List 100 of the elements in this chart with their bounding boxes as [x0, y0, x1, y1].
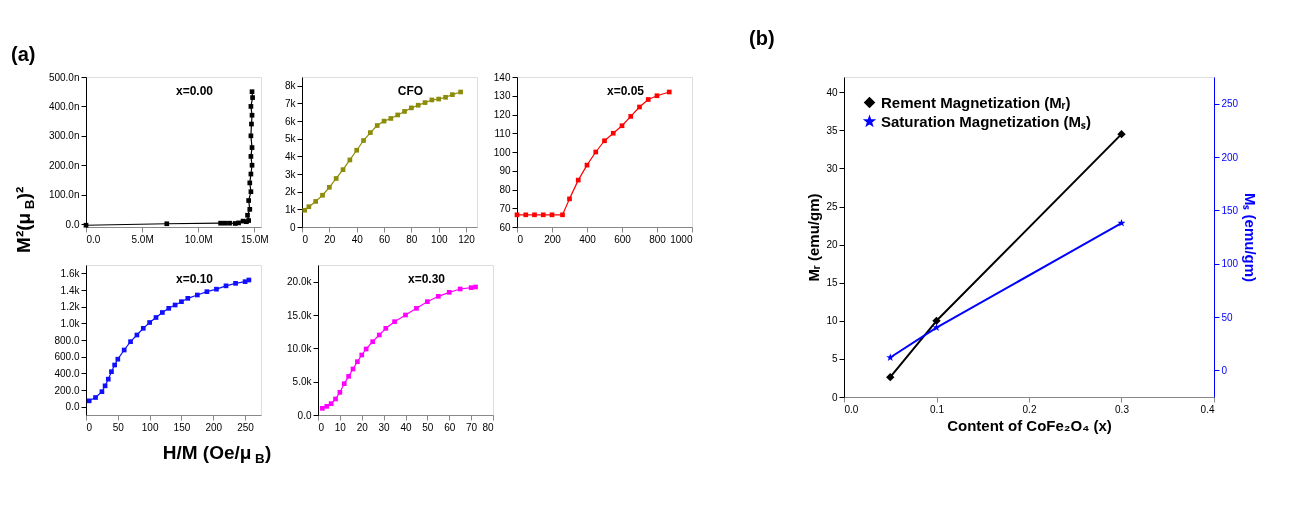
y2-axis-title: Mₛ (emu/gm)	[1242, 192, 1260, 283]
x-tick-label: 50	[112, 421, 125, 433]
point	[247, 207, 253, 212]
point	[222, 220, 228, 226]
point	[468, 285, 474, 291]
x-tick-label: 20	[356, 421, 369, 433]
point	[214, 286, 219, 292]
point	[425, 299, 430, 305]
point	[341, 381, 347, 387]
point	[446, 289, 452, 295]
point	[140, 325, 146, 331]
x-tick-label: 0.1	[930, 403, 945, 415]
point	[409, 105, 414, 111]
point	[435, 293, 441, 299]
x-tick-label: 0	[318, 421, 325, 433]
point	[248, 133, 254, 139]
point	[540, 212, 546, 218]
point	[99, 389, 105, 395]
y2-tick-label: 100	[1221, 258, 1239, 270]
y-tick-label: 300.0n	[48, 130, 80, 142]
x-tick-label: 0.2	[1022, 403, 1037, 415]
point	[306, 204, 312, 210]
point	[109, 369, 114, 375]
y-tick-label: 1.2k	[60, 301, 81, 313]
point	[619, 123, 625, 129]
y-tick-label: 1.6k	[60, 267, 81, 279]
point	[247, 180, 253, 186]
y-tick-label: 6k	[284, 115, 297, 127]
x-tick-label: 40	[400, 421, 412, 433]
point	[227, 220, 232, 226]
point	[361, 138, 366, 143]
point	[560, 212, 565, 218]
point	[223, 283, 229, 289]
x-tick-label: 0	[86, 421, 93, 433]
text: x=0.10	[175, 272, 214, 286]
point	[105, 376, 111, 382]
point	[450, 92, 455, 97]
y-tick-label: 30	[826, 162, 838, 174]
x-tick-label: 150	[173, 421, 191, 433]
x-tick-label: 100	[141, 421, 159, 433]
point	[147, 320, 152, 325]
x-tick-label: 60	[444, 421, 456, 433]
x-tick-label: 10.0M	[184, 233, 213, 245]
point	[654, 93, 660, 99]
point	[128, 339, 133, 345]
text: x=0.05	[606, 84, 645, 98]
point	[395, 112, 401, 118]
point	[233, 280, 238, 286]
point	[248, 104, 254, 109]
text: (b)	[749, 27, 775, 49]
point	[166, 305, 172, 311]
text: (a)	[11, 43, 36, 65]
x-tick-label: 80	[406, 233, 418, 245]
legend-label: Rement Magnetization (Mᵣ)	[881, 93, 1071, 111]
y-tick-label: 1k	[284, 203, 297, 215]
point	[115, 356, 121, 362]
y-tick-label: 40	[826, 86, 838, 98]
point	[249, 162, 255, 168]
text: CFO	[397, 84, 424, 98]
point	[346, 373, 351, 379]
point	[388, 116, 394, 121]
x-tick-label: 250	[237, 421, 255, 433]
y-tick-label: 10.0k	[287, 342, 313, 354]
point	[666, 89, 672, 95]
point	[567, 196, 572, 202]
x-tick-label: 5.0M	[131, 233, 154, 245]
y-tick-label: 100	[493, 146, 511, 158]
y-tick-label: 0.0	[65, 218, 80, 230]
point	[324, 403, 330, 409]
x-tick-label: 30	[378, 421, 391, 433]
point	[249, 145, 255, 150]
y-tick-label: 10	[826, 315, 838, 327]
point	[302, 207, 308, 213]
point	[514, 212, 520, 218]
point	[245, 212, 250, 218]
y2-tick-label: 250	[1221, 98, 1239, 110]
point	[368, 130, 373, 135]
x-tick-label: 0.3	[1115, 403, 1130, 415]
y-axis-title: M²(μB)²	[13, 186, 37, 253]
point	[443, 94, 448, 100]
point	[86, 398, 92, 404]
point	[645, 97, 651, 102]
point	[333, 396, 338, 402]
point	[249, 89, 255, 95]
y-tick-label: 5k	[284, 133, 297, 145]
y-tick-label: 70	[499, 202, 511, 214]
y-tick-label: 7k	[284, 97, 297, 109]
x-tick-label: 600	[614, 233, 632, 245]
y-tick-label: 60	[499, 221, 511, 233]
point	[242, 279, 248, 285]
y-tick-label: 15.0k	[287, 309, 313, 321]
x-tick-label: 200	[544, 233, 562, 245]
x-tick-label: 0	[517, 233, 524, 245]
y-tick-label: 35	[826, 124, 838, 136]
point	[250, 95, 255, 100]
y-tick-label: 200.0	[54, 384, 80, 396]
y-tick-label: 120	[493, 109, 511, 120]
point	[249, 112, 255, 118]
point	[532, 212, 537, 218]
y-tick-label: 25	[826, 201, 838, 213]
